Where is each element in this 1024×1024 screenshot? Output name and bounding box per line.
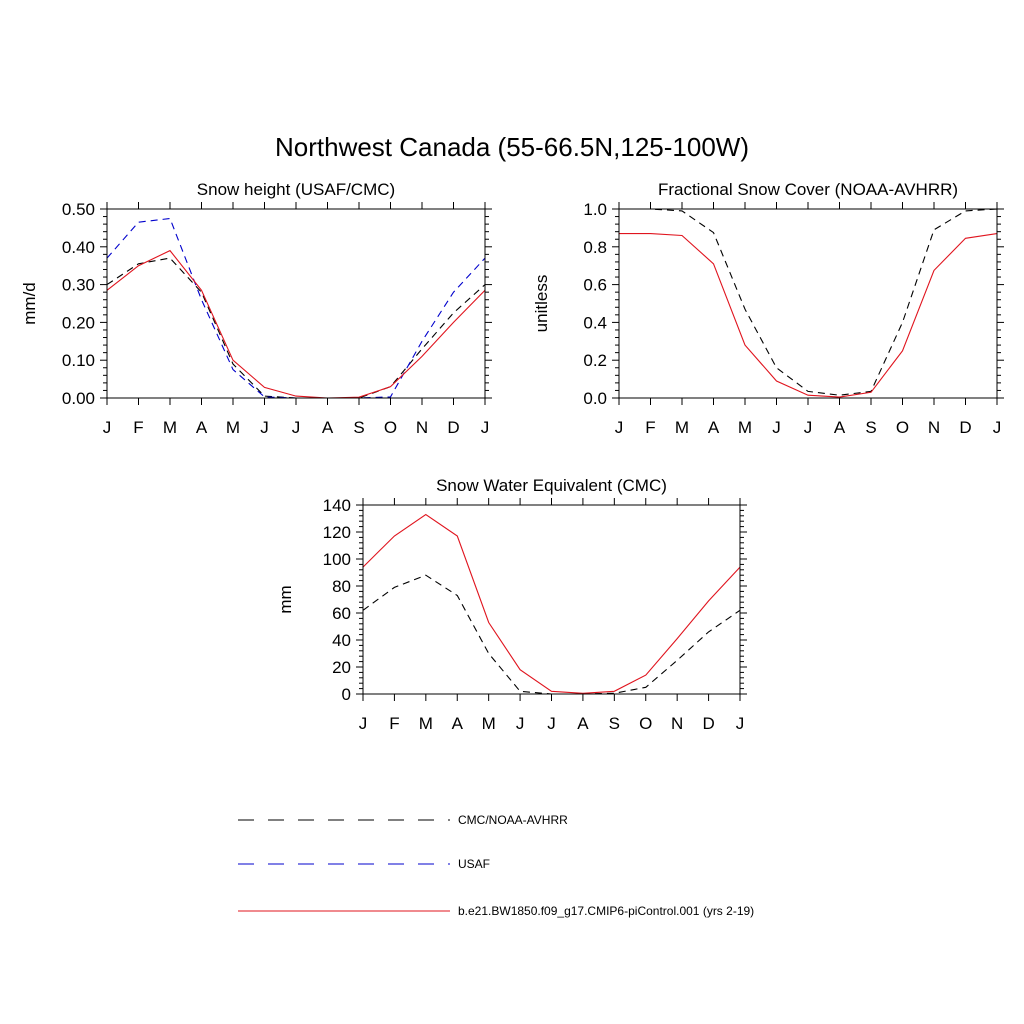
y-axis-label: unitless — [532, 275, 551, 333]
x-tick-label: N — [928, 418, 940, 437]
x-tick-label: A — [577, 714, 589, 733]
x-tick-label: N — [416, 418, 428, 437]
y-axis-label: mm/d — [20, 282, 39, 325]
x-tick-label: S — [353, 418, 364, 437]
y-tick-label: 0.2 — [583, 351, 607, 370]
x-tick-label: J — [736, 714, 745, 733]
plot-frame — [106, 208, 486, 399]
y-axis-label: mm — [276, 585, 295, 613]
legend: CMC/NOAA-AVHRR USAF b.e21.BW1850.f09_g17… — [238, 813, 754, 918]
series-line-2 — [619, 233, 998, 398]
x-tick-label: J — [481, 418, 490, 437]
x-tick-label: S — [865, 418, 876, 437]
y-tick-label: 60 — [332, 604, 351, 623]
panel-title: Snow height (USAF/CMC) — [197, 180, 395, 199]
chart-panel-2: Fractional Snow Cover (NOAA-AVHRR) unitle… — [532, 180, 1004, 437]
x-tick-label: A — [196, 418, 208, 437]
series-line-2 — [362, 513, 741, 694]
series-line-1 — [619, 208, 998, 396]
x-tick-label: S — [609, 714, 620, 733]
x-tick-label: J — [516, 714, 525, 733]
x-tick-label: O — [384, 418, 397, 437]
x-tick-label: M — [226, 418, 240, 437]
chart-panel-1: Snow height (USAF/CMC) mm/d 0.00 0.10 0.20 0.… — [20, 180, 492, 437]
x-tick-label: N — [671, 714, 683, 733]
legend-label-obs: CMC/NOAA-AVHRR — [458, 813, 568, 827]
x-tick-label: A — [322, 418, 334, 437]
y-tick-label: 0.10 — [62, 351, 95, 370]
y-tick-label: 0.40 — [62, 238, 95, 257]
x-tick-label: J — [615, 418, 624, 437]
x-tick-label: J — [772, 418, 781, 437]
y-tick-label: 40 — [332, 631, 351, 650]
x-tick-label: M — [163, 418, 177, 437]
y-tick-label: 0.20 — [62, 313, 95, 332]
x-tick-label: J — [993, 418, 1002, 437]
x-tick-label: A — [834, 418, 846, 437]
y-tick-label: 20 — [332, 658, 351, 677]
plot-frame — [362, 504, 741, 695]
x-tick-label: A — [452, 714, 464, 733]
x-tick-label: M — [419, 714, 433, 733]
y-tick-label: 80 — [332, 577, 351, 596]
y-tick-label: 0.6 — [583, 276, 607, 295]
figure-title: Northwest Canada (55-66.5N,125-100W) — [275, 132, 749, 162]
panel-title: Snow Water Equivalent (CMC) — [436, 476, 667, 495]
x-tick-label: O — [896, 418, 909, 437]
y-tick-label: 0.00 — [62, 389, 95, 408]
y-tick-label: 0.0 — [583, 389, 607, 408]
x-tick-label: D — [447, 418, 459, 437]
x-tick-label: J — [804, 418, 813, 437]
series-line-1 — [106, 257, 486, 399]
y-tick-label: 120 — [323, 523, 351, 542]
panel-title: Fractional Snow Cover (NOAA-AVHRR) — [658, 180, 958, 199]
x-tick-label: J — [359, 714, 368, 733]
x-tick-label: D — [959, 418, 971, 437]
x-tick-label: J — [547, 714, 556, 733]
x-tick-label: J — [260, 418, 269, 437]
y-tick-label: 100 — [323, 550, 351, 569]
chart-panel-3: Snow Water Equivalent (CMC) mm 0 20 40 60 80 10… — [276, 476, 747, 733]
series-line-1 — [362, 574, 741, 695]
x-tick-label: F — [133, 418, 143, 437]
series-line-2 — [106, 217, 486, 399]
y-tick-label: 0.30 — [62, 276, 95, 295]
y-tick-label: 140 — [323, 496, 351, 515]
x-tick-label: M — [738, 418, 752, 437]
x-tick-label: J — [103, 418, 112, 437]
x-tick-label: A — [708, 418, 720, 437]
plot-frame — [618, 208, 998, 399]
x-tick-label: J — [292, 418, 301, 437]
legend-label-usaf: USAF — [458, 857, 490, 871]
y-tick-label: 0 — [342, 685, 351, 704]
y-tick-label: 0.8 — [583, 238, 607, 257]
y-tick-label: 0.4 — [583, 313, 607, 332]
chart-panels: Snow height (USAF/CMC)mm/d0.000.100.200.… — [20, 180, 1004, 733]
x-tick-label: O — [639, 714, 652, 733]
x-tick-label: M — [482, 714, 496, 733]
y-tick-label: 1.0 — [583, 200, 607, 219]
series-line-3 — [106, 249, 486, 399]
legend-label-model: b.e21.BW1850.f09_g17.CMIP6-piControl.001… — [458, 904, 754, 918]
x-tick-label: F — [645, 418, 655, 437]
y-tick-label: 0.50 — [62, 200, 95, 219]
x-tick-label: F — [389, 714, 399, 733]
x-tick-label: M — [675, 418, 689, 437]
x-tick-label: D — [702, 714, 714, 733]
